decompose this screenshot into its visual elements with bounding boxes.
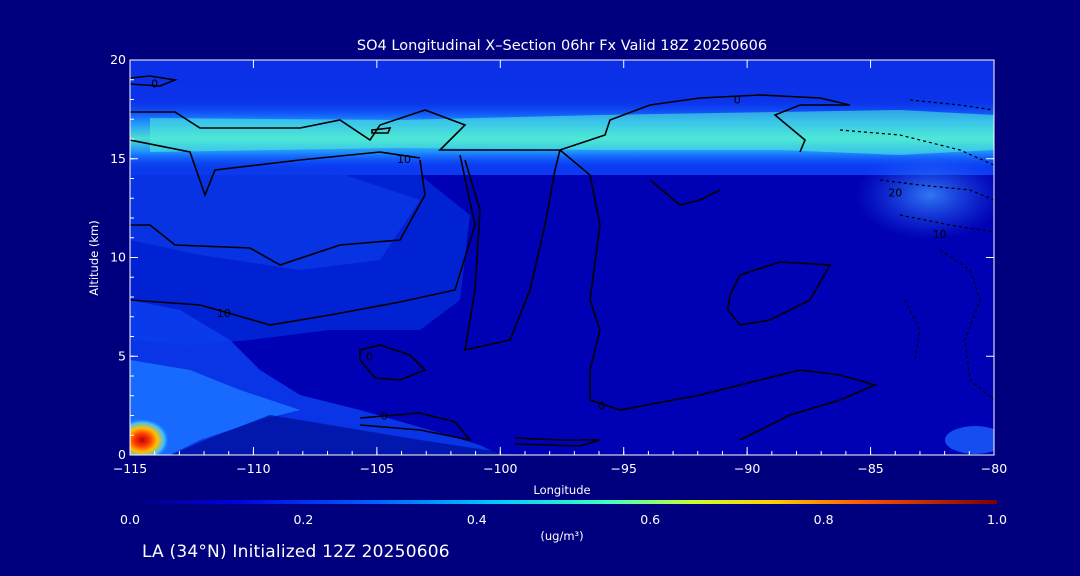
contour-label: 0 <box>381 410 388 423</box>
dashed-contours <box>839 99 994 401</box>
y-tick-label: 10 <box>110 250 126 265</box>
contour-label: 10 <box>397 153 411 166</box>
contour-label: 10 <box>933 228 947 241</box>
contour-field: 0 10 0 20 10 10 0 0 0 <box>130 60 994 455</box>
contour-line <box>130 154 476 326</box>
contour-label: 0 <box>151 78 158 91</box>
y-axis-label: Altitude (km) <box>87 220 101 295</box>
x-tick-label: −85 <box>857 461 883 476</box>
contour-label: 20 <box>888 186 902 199</box>
x-tick-label: −80 <box>981 461 1007 476</box>
contour-line <box>839 129 994 166</box>
colorbar-tick-label: 0.0 <box>120 512 140 527</box>
chart-title: SO4 Longitudinal X–Section 06hr Fx Valid… <box>357 38 767 54</box>
colorbar-tick-label: 0.4 <box>467 512 487 527</box>
contour-line <box>130 94 851 153</box>
surface-plume <box>130 360 300 455</box>
lower-dark-region <box>170 415 520 455</box>
colorbar-tick-label: 0.2 <box>293 512 313 527</box>
contour-label: 0 <box>366 350 373 363</box>
contour-line <box>727 261 832 326</box>
x-tick-label: −110 <box>236 461 270 476</box>
contour-label: 0 <box>734 94 741 107</box>
y-tick-label: 15 <box>110 151 126 166</box>
surface-maximum <box>130 418 170 455</box>
x-tick-label: −95 <box>611 461 637 476</box>
contour-label: 10 <box>217 307 231 320</box>
contour-line <box>514 437 601 447</box>
contour-line <box>371 127 392 134</box>
x-axis-label: Longitude <box>533 483 590 497</box>
contour-line <box>130 139 421 198</box>
x-tick-label: −100 <box>483 461 517 476</box>
colorbar <box>130 500 997 504</box>
colorbar-tick-label: 1.0 <box>987 512 1007 527</box>
contour-line <box>359 344 427 381</box>
x-tick-label: −105 <box>360 461 394 476</box>
x-tick-label: −90 <box>734 461 760 476</box>
contour-line <box>899 214 994 233</box>
x-tick-label: −115 <box>113 461 147 476</box>
contour-labels: 0 10 0 20 10 10 0 0 0 <box>151 78 947 423</box>
y-tick-label: 20 <box>110 52 126 67</box>
colorbar-tick-label: 0.6 <box>640 512 660 527</box>
contour-line <box>559 149 878 441</box>
contour-lines <box>130 75 878 447</box>
colorbar-unit-label: (ug/m³) <box>540 529 583 543</box>
location-label: LA (34°N) Initialized 12Z 20250606 <box>142 542 450 562</box>
contour-line <box>879 179 994 201</box>
contour-label: 0 <box>598 400 605 413</box>
y-tick-label: 0 <box>118 447 126 462</box>
eastern-maximum <box>855 150 994 240</box>
y-tick-label: 5 <box>118 348 126 363</box>
colorbar-ticks: 0.0 0.2 0.4 0.6 0.8 1.0 <box>120 512 1007 527</box>
y-axis: 0 5 10 15 20 <box>110 52 994 462</box>
eastern-surface-blob <box>945 426 994 454</box>
contour-line <box>464 149 561 352</box>
contour-line <box>939 249 994 401</box>
contour-line <box>649 179 721 206</box>
contour-line <box>130 159 426 266</box>
contour-line <box>909 99 994 111</box>
colorbar-tick-label: 0.8 <box>814 512 834 527</box>
contour-line <box>130 75 178 87</box>
x-axis: −115 −110 −105 −100 −95 −90 −85 −80 <box>113 60 1007 476</box>
contour-line <box>359 412 473 442</box>
